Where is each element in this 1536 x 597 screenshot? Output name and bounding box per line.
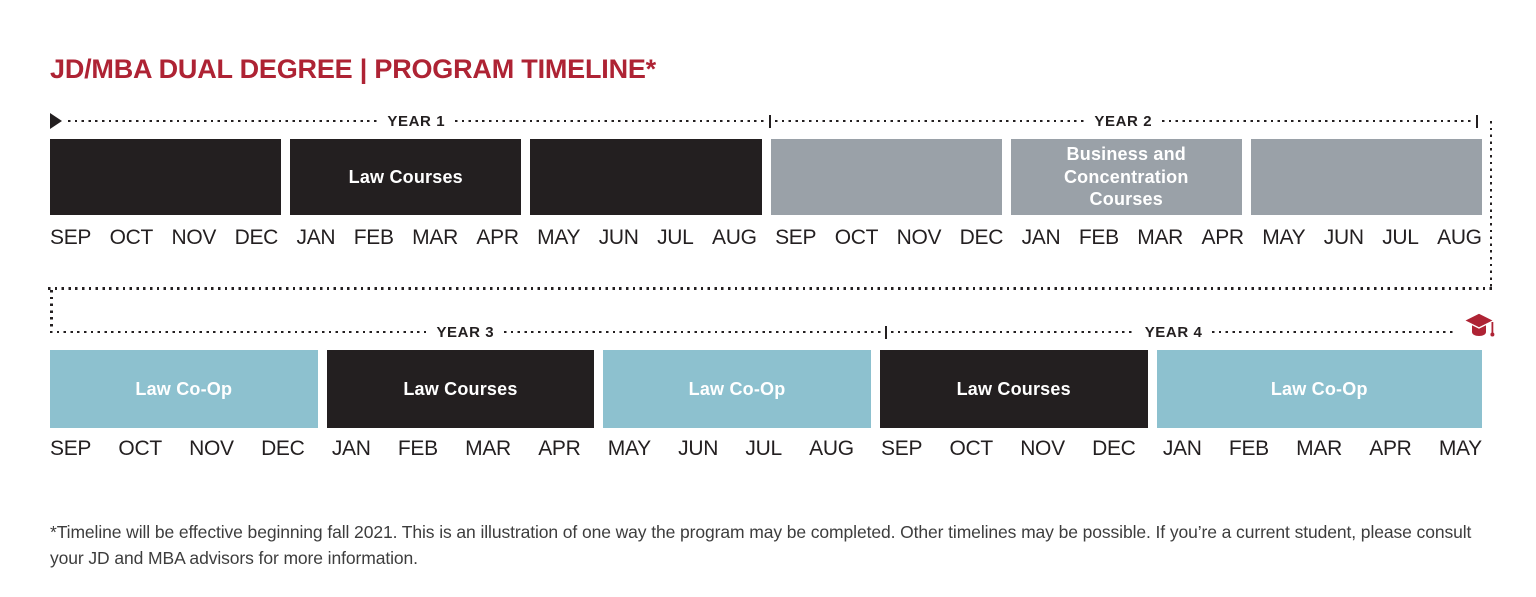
month-label: FEB	[1228, 437, 1269, 460]
month-label: OCT	[834, 226, 879, 249]
course-block-label: Law Courses	[956, 378, 1071, 399]
course-block	[50, 139, 282, 215]
month-label: MAR	[1137, 226, 1184, 249]
month-label: AUG	[809, 437, 854, 460]
month-label: JAN	[331, 437, 371, 460]
graduation-cap-icon	[1462, 311, 1496, 346]
course-block-law-co-op: Law Co-Op	[603, 350, 871, 428]
month-label: JAN	[1162, 437, 1202, 460]
course-block-business-and-concentration-courses: Business and Concentration Courses	[1010, 139, 1242, 215]
month-label: JUL	[1382, 226, 1419, 249]
year3-segment: YEAR 3	[50, 324, 881, 341]
year-axis-top: YEAR 1 YEAR 2	[50, 112, 1482, 130]
course-block	[770, 139, 1002, 215]
month-label: NOV	[1020, 437, 1065, 460]
year1-label: YEAR 1	[387, 112, 446, 130]
months-row-top: SEP OCT NOV DEC JAN FEB MAR APR MAY JUN JUL AUG SEP O…	[50, 226, 1482, 250]
dotted-leader	[1212, 330, 1457, 334]
month-label: APR	[1201, 226, 1245, 249]
year-divider-tick	[884, 325, 888, 339]
dotted-leader	[68, 119, 378, 123]
dotted-leader	[50, 330, 427, 334]
course-block-label: Business and Concentration Courses	[1063, 144, 1189, 210]
months-row-bottom: SEP OCT NOV DEC JAN FEB MAR APR MAY JUN JUL AUG SEP O…	[50, 437, 1482, 461]
course-block-law-courses: Law Courses	[879, 350, 1148, 428]
month-label: SEP	[775, 226, 817, 249]
month-label: DEC	[261, 437, 305, 460]
connector-line-left	[50, 290, 53, 328]
course-block-label: Law Co-Op	[135, 378, 233, 399]
dotted-leader	[1162, 119, 1472, 123]
month-label: JUN	[678, 437, 719, 460]
month-label: FEB	[353, 226, 394, 249]
year4-label: YEAR 4	[1144, 323, 1203, 341]
course-block-label: Law Co-Op	[1270, 378, 1368, 399]
month-label: JUL	[745, 437, 782, 460]
month-label: OCT	[109, 226, 154, 249]
footnote-text: *Timeline will be effective beginning fa…	[50, 521, 1472, 568]
month-label: SEP	[50, 226, 92, 249]
course-block	[1250, 139, 1483, 215]
course-block-law-courses: Law Courses	[326, 350, 595, 428]
month-label: APR	[476, 226, 519, 249]
course-block-law-co-op: Law Co-Op	[1156, 350, 1483, 428]
course-block-label: Law Courses	[403, 378, 518, 399]
dotted-leader	[891, 330, 1135, 334]
start-marker-icon	[50, 113, 62, 129]
month-label: JUN	[1323, 226, 1364, 249]
month-label: MAY	[537, 226, 581, 249]
month-label: JAN	[296, 226, 336, 249]
dotted-leader	[504, 330, 881, 334]
month-label: FEB	[1078, 226, 1119, 249]
month-label: APR	[538, 437, 581, 460]
month-label: OCT	[949, 437, 993, 460]
month-label: MAR	[465, 437, 511, 460]
connector-line-middle	[48, 287, 1492, 290]
month-label: DEC	[234, 226, 279, 249]
month-label: MAY	[1262, 226, 1306, 249]
month-label: SEP	[50, 437, 92, 460]
dotted-leader	[455, 119, 765, 123]
month-label: JUN	[598, 226, 639, 249]
course-block-law-courses: Law Courses	[290, 139, 522, 215]
month-label: JUL	[657, 226, 694, 249]
year-end-tick	[1475, 114, 1478, 128]
month-label: NOV	[189, 437, 234, 460]
month-label: OCT	[118, 437, 162, 460]
month-label: MAR	[1296, 437, 1342, 460]
blocks-row-top: Law Courses Business and Concentration Co…	[50, 139, 1483, 215]
course-block-label: Law Courses	[348, 166, 463, 187]
month-label: APR	[1369, 437, 1412, 460]
year2-segment: YEAR 2	[775, 113, 1472, 130]
month-label: JAN	[1021, 226, 1061, 249]
course-block-law-co-op: Law Co-Op	[50, 350, 318, 428]
year1-segment: YEAR 1	[68, 113, 765, 130]
year3-label: YEAR 3	[436, 323, 495, 341]
month-label: FEB	[397, 437, 438, 460]
month-label: MAY	[1438, 437, 1482, 460]
dotted-leader	[775, 119, 1085, 123]
month-label: NOV	[171, 226, 217, 249]
month-label: AUG	[712, 226, 757, 249]
year2-label: YEAR 2	[1094, 112, 1153, 130]
month-label: MAY	[607, 437, 651, 460]
month-label: NOV	[896, 226, 942, 249]
blocks-row-bottom: Law Co-Op Law Courses Law Co-Op Law Courses…	[50, 350, 1483, 428]
course-block-label: Law Co-Op	[688, 378, 786, 399]
year4-segment: YEAR 4	[891, 323, 1457, 341]
month-label: SEP	[881, 437, 923, 460]
year-divider-tick	[768, 114, 771, 128]
month-label: AUG	[1437, 226, 1482, 249]
year-axis-bottom: YEAR 3 YEAR 4	[50, 311, 1496, 341]
course-block	[530, 139, 762, 215]
page-title: JD/MBA DUAL DEGREE | PROGRAM TIMELINE*	[50, 54, 656, 84]
month-label: DEC	[1092, 437, 1136, 460]
month-label: DEC	[959, 226, 1004, 249]
connector-line-right	[1489, 121, 1492, 288]
month-label: MAR	[412, 226, 458, 249]
